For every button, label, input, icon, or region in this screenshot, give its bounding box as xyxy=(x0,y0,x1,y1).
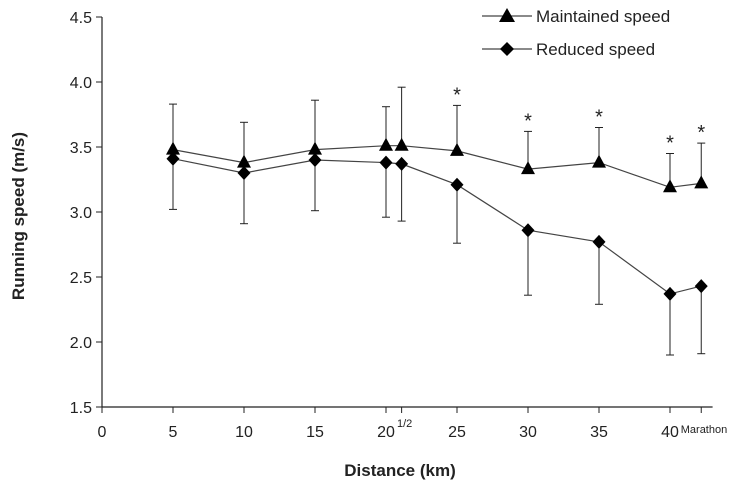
y-tick-label: 4.5 xyxy=(70,10,92,27)
significance-star: * xyxy=(697,122,705,144)
y-tick-label: 3.0 xyxy=(70,205,92,222)
data-point-reduced xyxy=(450,177,464,192)
data-point-reduced xyxy=(379,155,393,170)
data-point-maintained xyxy=(308,141,322,155)
legend-label-reduced: Reduced speed xyxy=(536,40,655,59)
significance-star: * xyxy=(666,133,674,155)
legend: Maintained speed Reduced speed xyxy=(482,7,670,59)
y-tick-label: 1.5 xyxy=(70,400,92,417)
x-tick-label: 35 xyxy=(590,424,608,441)
data-point-maintained xyxy=(450,142,464,156)
data-point-reduced xyxy=(395,156,409,171)
y-tick-label: 2.0 xyxy=(70,335,92,352)
data-point-reduced xyxy=(308,153,322,167)
axes: 1.5 2.0 2.5 3.0 3.5 4.0 4.5 0 5 10 15 20 25 30 35 40 xyxy=(70,10,713,441)
series-lines xyxy=(172,145,702,295)
series-line-maintained xyxy=(172,145,702,188)
y-tick-label: 4.0 xyxy=(70,75,92,92)
data-point-maintained xyxy=(394,137,409,151)
x-tick-label: 25 xyxy=(448,424,466,441)
data-point-maintained xyxy=(592,154,606,168)
data-point-reduced xyxy=(237,166,251,180)
legend-marker-diamond xyxy=(500,42,514,56)
x-tick-label: 0 xyxy=(98,424,107,441)
y-tick-label: 3.5 xyxy=(70,140,92,157)
x-tick-label: 30 xyxy=(519,424,537,441)
significance-star: * xyxy=(524,110,532,132)
significance-markers: * * * * * xyxy=(453,84,705,154)
data-point-reduced xyxy=(592,234,606,249)
x-tick-label: 20 xyxy=(377,424,395,441)
data-point-reduced xyxy=(166,151,180,166)
data-point-maintained xyxy=(379,137,393,151)
error-bars xyxy=(169,86,706,356)
data-point-reduced xyxy=(694,279,708,294)
x-tick-label: 5 xyxy=(169,424,178,441)
significance-star: * xyxy=(595,107,603,129)
x-axis-title: Distance (km) xyxy=(344,461,455,480)
half-marathon-label: 1/2 xyxy=(397,418,412,430)
data-point-maintained xyxy=(521,161,535,175)
y-tick-label: 2.5 xyxy=(70,270,92,287)
x-tick-label: 40 xyxy=(661,424,679,441)
x-tick-label: 15 xyxy=(306,424,324,441)
data-point-reduced xyxy=(521,223,535,238)
y-axis-title: Running speed (m/s) xyxy=(9,132,28,300)
data-point-maintained xyxy=(663,179,677,193)
data-point-maintained xyxy=(237,154,251,168)
legend-label-maintained: Maintained speed xyxy=(536,7,670,26)
marathon-label: Marathon xyxy=(681,424,727,436)
data-point-maintained xyxy=(694,175,709,189)
legend-marker-triangle xyxy=(499,8,515,22)
series-line-reduced xyxy=(172,158,702,295)
data-point-maintained xyxy=(166,141,180,155)
series-markers xyxy=(166,137,709,301)
data-point-reduced xyxy=(663,286,677,301)
significance-star: * xyxy=(453,84,461,106)
x-tick-label: 10 xyxy=(235,424,253,441)
